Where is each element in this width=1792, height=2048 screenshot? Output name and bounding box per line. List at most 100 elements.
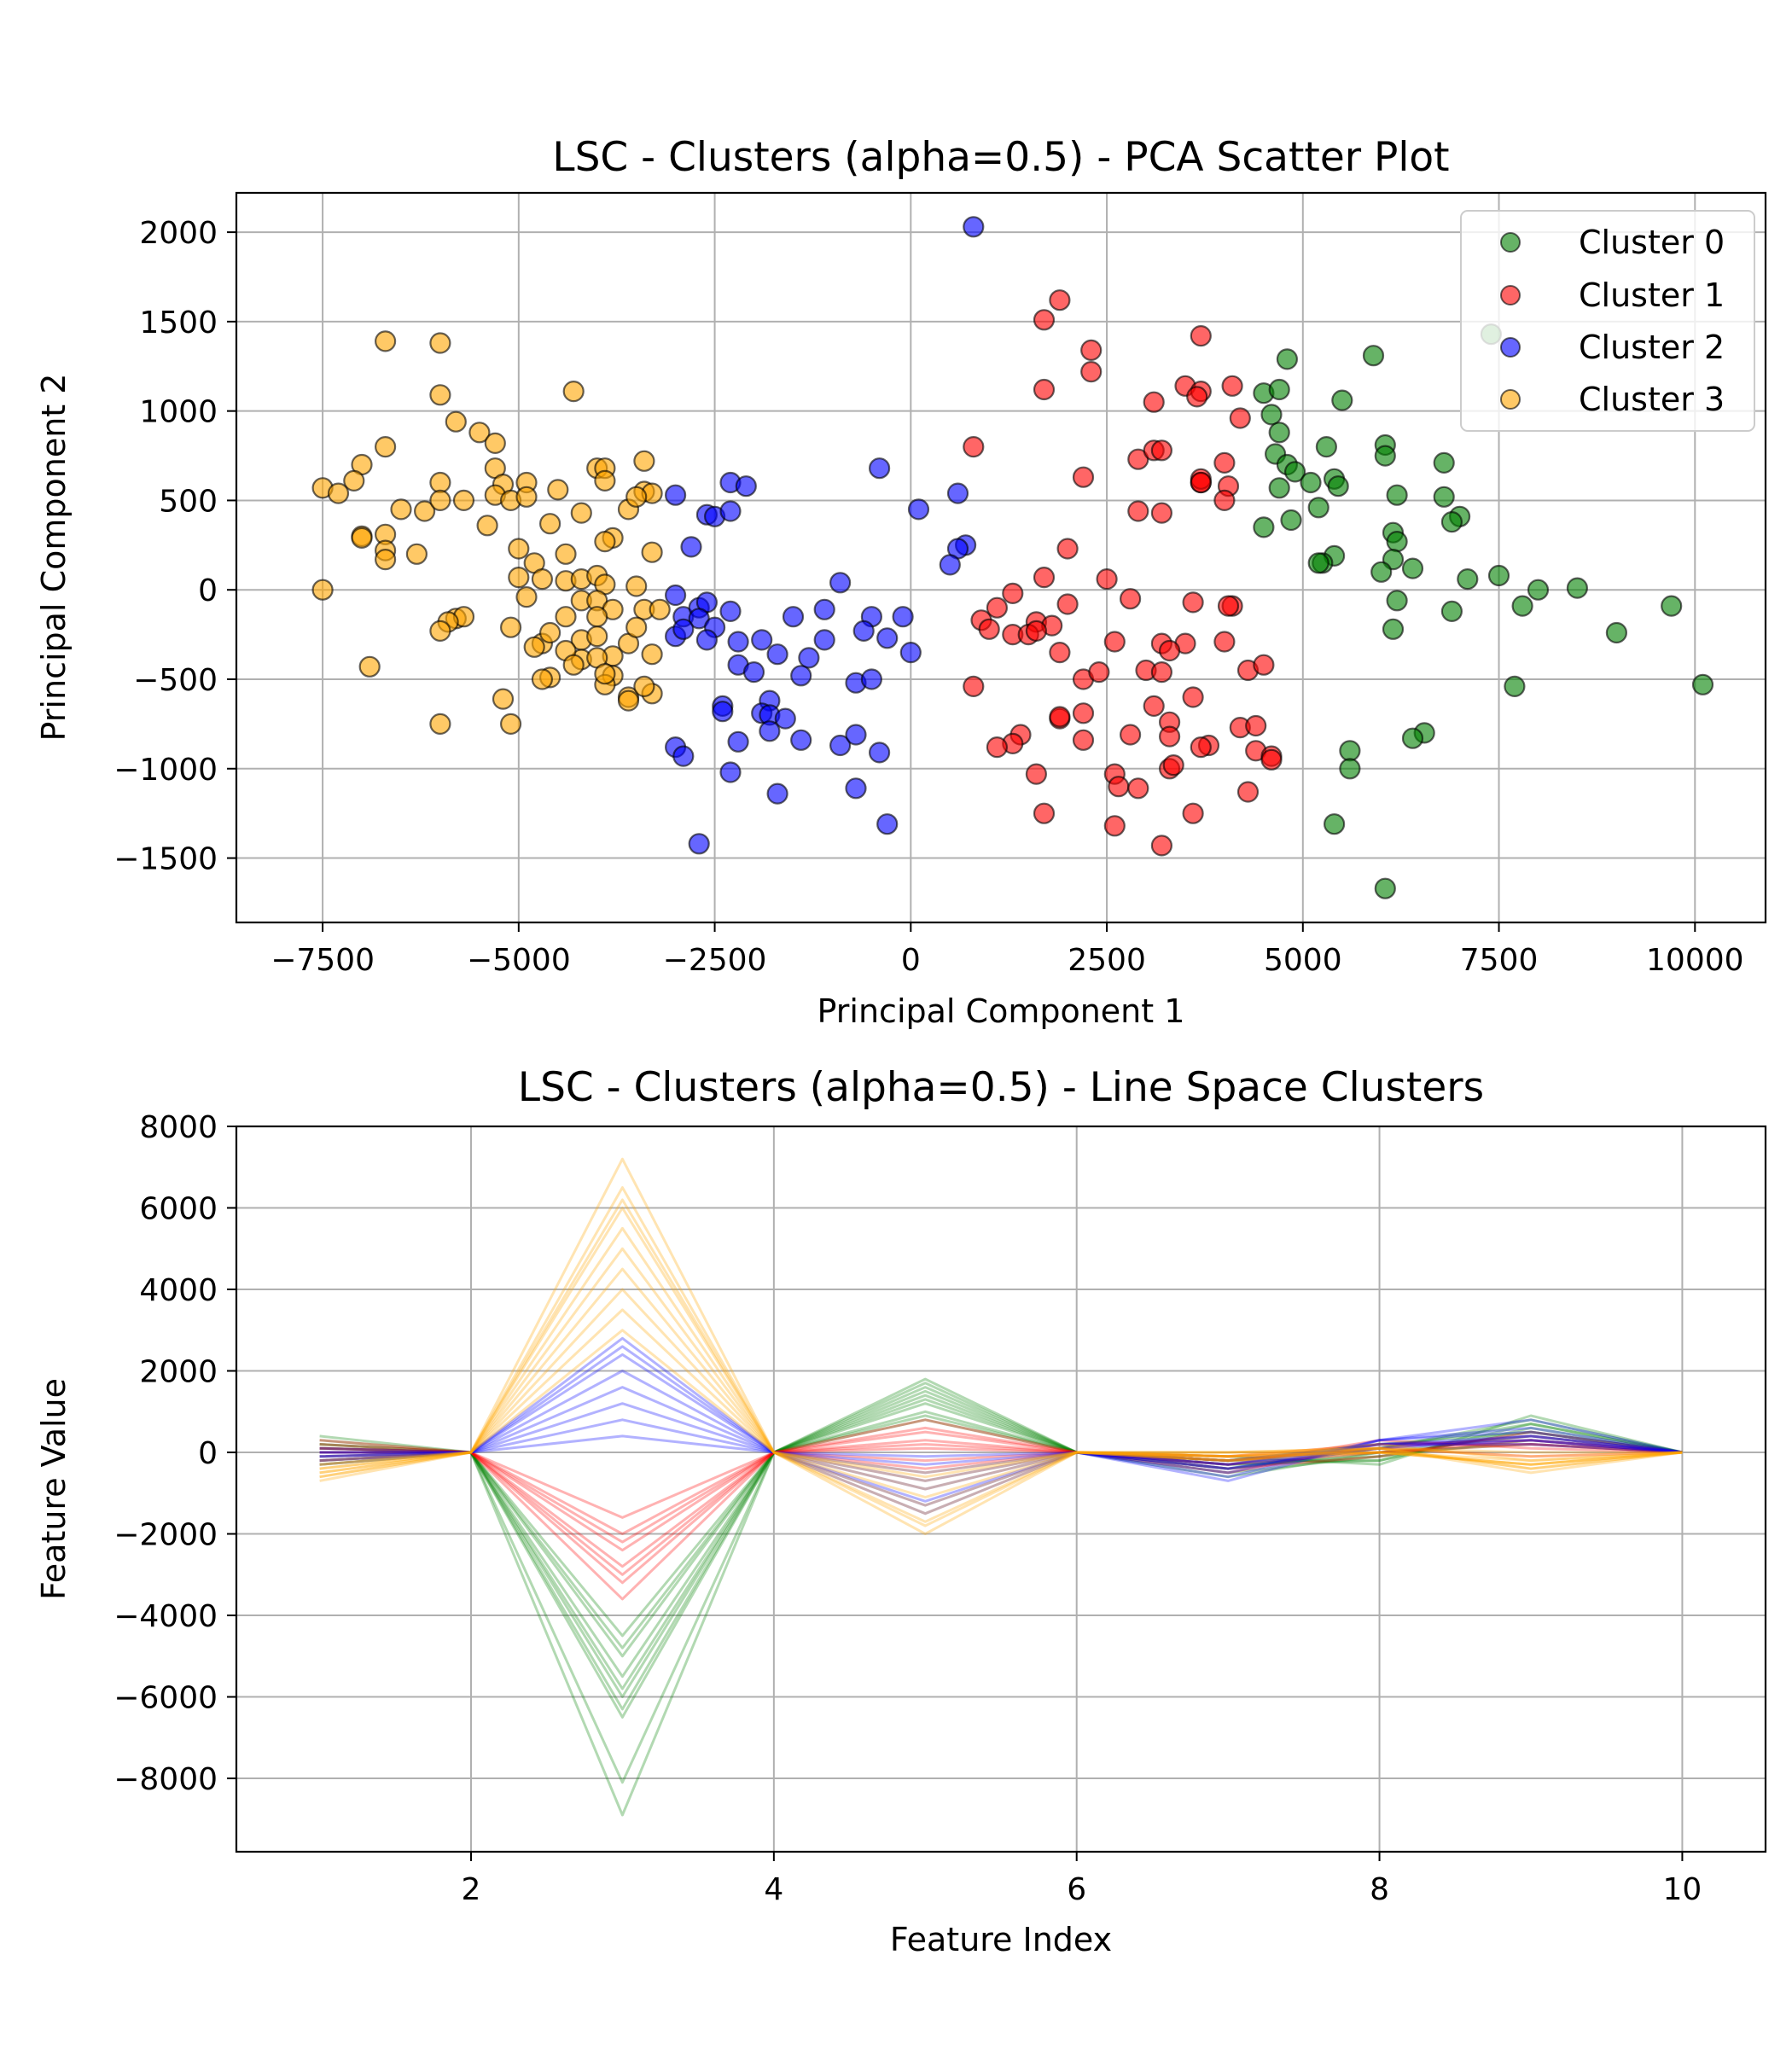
scatter-point-cluster-1	[1088, 660, 1110, 684]
scatter-point-cluster-3	[594, 530, 616, 553]
y-tick-label: 1000	[139, 395, 218, 430]
line-cluster-3	[319, 1157, 1683, 1535]
line-cluster-2	[319, 1370, 1683, 1491]
x-tick-label: 6	[1067, 1872, 1086, 1907]
scatter-point-cluster-0	[1260, 404, 1283, 426]
scatter-point-cluster-2	[742, 660, 765, 684]
line-cluster-3	[319, 1226, 1683, 1507]
scatter-point-cluster-3	[429, 620, 451, 643]
scatter-point-cluster-1	[1127, 777, 1149, 800]
scatter-point-cluster-3	[492, 688, 515, 710]
legend-label-cluster-0: Cluster 0	[1579, 224, 1725, 261]
y-tick-label: 4000	[139, 1273, 218, 1308]
scatter-point-cluster-1	[1245, 714, 1267, 737]
x-tick-label: −7500	[271, 943, 375, 978]
scatter-point-cluster-3	[429, 471, 451, 494]
scatter-point-cluster-3	[405, 543, 428, 565]
scatter-point-cluster-1	[1150, 660, 1173, 684]
line-cluster-3	[319, 1198, 1683, 1527]
scatter-point-cluster-3	[375, 548, 397, 571]
scatter-point-cluster-1	[1072, 702, 1095, 724]
line-cluster-1	[319, 1418, 1683, 1535]
y-tick-label: −4000	[113, 1599, 218, 1634]
scatter-point-cluster-2	[751, 629, 773, 651]
line-x-axis-label: Feature Index	[890, 1921, 1112, 1958]
scatter-point-cluster-0	[1339, 758, 1361, 780]
scatter-point-cluster-1	[1217, 595, 1240, 617]
scatter-point-cluster-3	[476, 515, 498, 537]
scatter-point-cluster-2	[766, 783, 788, 805]
scatter-point-cluster-2	[963, 216, 985, 238]
scatter-point-cluster-3	[555, 543, 577, 565]
scatter-point-cluster-1	[1143, 391, 1165, 413]
scatter-point-cluster-3	[538, 513, 561, 535]
scatter-point-cluster-2	[712, 701, 734, 723]
scatter-point-cluster-2	[798, 647, 820, 669]
scatter-point-cluster-1	[1103, 631, 1126, 653]
line-cluster-3	[319, 1247, 1683, 1499]
scatter-point-cluster-1	[1049, 641, 1071, 664]
scatter-point-cluster-3	[508, 566, 530, 589]
scatter-point-cluster-3	[649, 598, 671, 620]
scatter-point-cluster-3	[358, 655, 381, 678]
scatter-point-cluster-0	[1511, 595, 1533, 617]
scatter-point-cluster-0	[1307, 497, 1329, 519]
scatter-point-cluster-2	[899, 641, 922, 664]
scatter-point-cluster-1	[1056, 538, 1079, 560]
scatter-point-cluster-0	[1382, 618, 1405, 640]
scatter-point-cluster-1	[1213, 631, 1236, 653]
scatter-point-cluster-0	[1283, 461, 1306, 483]
scatter-point-cluster-0	[1605, 621, 1628, 644]
y-tick-label: 0	[198, 1436, 218, 1471]
line-cluster-0	[319, 1410, 1683, 1711]
scatter-point-cluster-2	[907, 498, 930, 521]
scatter-point-cluster-0	[1268, 378, 1290, 401]
scatter-point-cluster-3	[531, 567, 554, 591]
line-cluster-1	[319, 1430, 1683, 1585]
x-tick-label: 10	[1663, 1872, 1702, 1907]
scatter-point-cluster-2	[664, 584, 687, 607]
legend-marker-cluster-0	[1500, 232, 1521, 253]
scatter-point-cluster-2	[735, 475, 757, 497]
scatter-point-cluster-1	[963, 675, 985, 698]
line-cluster-2	[319, 1402, 1683, 1475]
line-cluster-1	[319, 1430, 1683, 1552]
y-tick-label: 6000	[139, 1192, 218, 1227]
scatter-point-cluster-0	[1327, 475, 1349, 497]
scatter-point-cluster-2	[759, 720, 781, 742]
scatter-point-cluster-3	[547, 479, 569, 501]
scatter-point-cluster-1	[1260, 748, 1283, 771]
scatter-point-cluster-3	[531, 668, 554, 690]
scatter-point-cluster-1	[1213, 451, 1236, 474]
scatter-point-cluster-1	[1150, 439, 1173, 462]
y-tick-label: 8000	[139, 1110, 218, 1145]
scatter-point-cluster-3	[586, 606, 608, 628]
line-cluster-3	[319, 1207, 1683, 1516]
scatter-point-cluster-2	[813, 598, 835, 620]
y-tick-label: 500	[159, 484, 218, 519]
scatter-point-cluster-2	[688, 833, 710, 855]
scatter-point-cluster-3	[523, 636, 545, 658]
scatter-point-cluster-0	[1268, 422, 1290, 444]
scatter-point-cluster-2	[845, 724, 867, 746]
scatter-point-cluster-0	[1691, 673, 1714, 695]
scatter-point-cluster-1	[1108, 776, 1130, 798]
scatter-point-cluster-0	[1276, 348, 1299, 370]
scatter-point-cluster-1	[1182, 802, 1204, 824]
scatter-point-cluster-0	[1331, 389, 1353, 411]
scatter-point-cluster-0	[1307, 552, 1329, 574]
scatter-point-cluster-3	[633, 675, 655, 698]
x-tick-label: −5000	[467, 943, 571, 978]
line-space-chart: 2 4 6 8 10 −8000 −6000 −4000 −2000 0 2000 4000 6000…	[35, 1064, 1767, 1958]
scatter-point-cluster-0	[1280, 509, 1302, 532]
scatter-point-cluster-2	[868, 742, 891, 764]
scatter-point-cluster-2	[790, 729, 812, 751]
y-tick-label: −1500	[113, 842, 218, 877]
scatter-point-cluster-1	[978, 618, 1000, 640]
scatter-point-cluster-3	[508, 538, 530, 560]
line-series	[319, 1157, 1683, 1817]
scatter-point-cluster-2	[672, 618, 695, 640]
scatter-point-cluster-3	[429, 713, 451, 736]
scatter-point-cluster-1	[1080, 361, 1103, 383]
